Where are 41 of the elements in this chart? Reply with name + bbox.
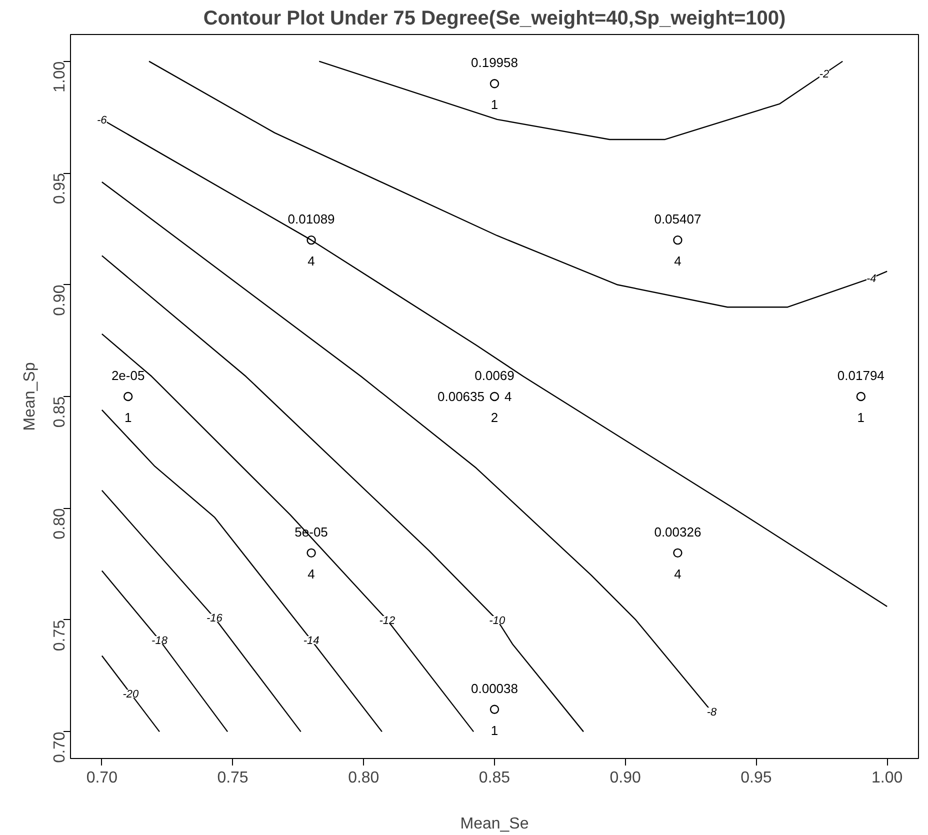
x-tick-label: 0.80: [348, 770, 380, 786]
y-axis-title: Mean_Sp: [22, 362, 38, 431]
y-tick-label: 0.85: [52, 396, 68, 428]
annotation: 0.19958: [471, 55, 518, 70]
y-tick-label: 0.70: [52, 732, 68, 763]
y-tick-label: 0.80: [52, 508, 68, 540]
x-axis-title: Mean_Se: [460, 816, 529, 832]
x-tick-label: 1.00: [872, 770, 903, 786]
annotation: 1: [857, 410, 865, 425]
annotation: -20: [122, 688, 140, 701]
annotation: 4: [308, 254, 315, 269]
annotation: -4: [866, 273, 876, 286]
y-tick-label: 1.00: [52, 61, 68, 92]
chart-title: Contour Plot Under 75 Degree(Se_weight=40,Sp_weight=100): [203, 8, 786, 30]
annotation: 0.0069: [474, 368, 514, 383]
y-tick-label: 0.95: [52, 172, 68, 204]
annotation: 4: [504, 389, 512, 404]
y-tick-label: 0.75: [52, 620, 68, 652]
x-tick-label: 0.90: [610, 770, 642, 786]
annotation: 1: [490, 722, 498, 738]
annotation: 2: [490, 410, 498, 425]
annotation: 4: [308, 566, 315, 582]
x-tick-label: 0.95: [740, 770, 772, 786]
annotation: 1: [490, 97, 498, 112]
annotation: -8: [706, 706, 718, 719]
y-tick-label: 0.90: [52, 284, 68, 316]
x-tick-label: 0.70: [86, 770, 118, 786]
annotation: -6: [97, 114, 108, 126]
annotation: 0.00326: [654, 524, 702, 540]
annotation: 2e-05: [111, 368, 145, 383]
annotation: -2: [819, 68, 830, 81]
annotation: 4: [674, 254, 682, 269]
annotation: 4: [674, 566, 682, 582]
x-tick-label: 0.85: [478, 770, 510, 786]
x-tick-label: 0.75: [217, 770, 248, 786]
annotation: 0.05407: [654, 212, 702, 227]
annotation: 0.00038: [471, 680, 518, 696]
annotation: 0.00635: [438, 389, 485, 404]
annotation: 0.01089: [288, 212, 335, 227]
annotation: 1: [124, 410, 132, 425]
annotation: 0.01794: [837, 368, 884, 383]
